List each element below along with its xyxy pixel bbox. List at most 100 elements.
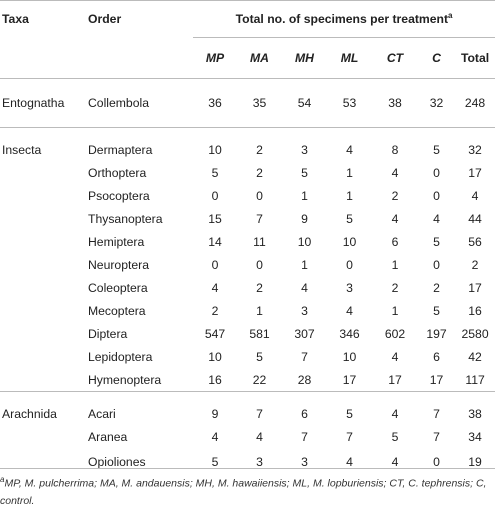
- value-cell: 2: [433, 280, 440, 295]
- value-cell: 4: [391, 455, 399, 469]
- order-cell: Coleoptera: [88, 280, 148, 295]
- value-cell: 8: [391, 143, 399, 157]
- value-cell: 15: [208, 211, 222, 226]
- value-cell: 547: [204, 326, 226, 341]
- value-cell: 53: [342, 96, 357, 110]
- value-cell: 10: [208, 349, 222, 364]
- value-cell: 10: [297, 234, 312, 249]
- value-cell: 581: [249, 326, 270, 341]
- value-cell: 1: [346, 188, 353, 203]
- value-cell: 0: [433, 188, 440, 203]
- order-cell: Lepidoptera: [88, 349, 153, 364]
- value-cell: 0: [433, 257, 440, 272]
- value-cell: 4: [391, 211, 399, 226]
- order-cell: Hymenoptera: [88, 372, 162, 387]
- table-row: Lepidoptera 10 5 7 10 4 6 42: [0, 345, 495, 368]
- table-row: Orthoptera 5 2 5 1 4 0 17: [0, 161, 495, 184]
- group-separator: [0, 127, 495, 128]
- value-cell: 38: [468, 407, 482, 421]
- header-row-1: Taxa Order Total no. of specimens per tr…: [0, 0, 495, 38]
- order-cell: Orthoptera: [88, 165, 147, 180]
- column-header: MP: [205, 51, 225, 65]
- value-cell: 4: [391, 407, 399, 421]
- value-cell: 10: [208, 143, 222, 157]
- value-cell: 4: [471, 188, 479, 203]
- value-cell: 4: [346, 455, 353, 469]
- value-cell: 56: [468, 234, 482, 249]
- value-cell: 3: [301, 303, 308, 318]
- value-cell: 2: [391, 188, 399, 203]
- group-separator: [0, 391, 495, 392]
- value-cell: 9: [301, 211, 308, 226]
- table-row: Psocoptera 0 0 1 1 2 0 4: [0, 184, 495, 207]
- value-cell: 6: [391, 234, 399, 249]
- value-cell: 32: [468, 143, 482, 157]
- value-cell: 2: [256, 143, 263, 157]
- column-header: MH: [295, 51, 314, 65]
- value-cell: 54: [297, 96, 312, 110]
- table-row: Mecoptera 2 1 3 4 1 5 16: [0, 299, 495, 322]
- value-cell: 0: [433, 165, 440, 180]
- value-cell: 5: [433, 303, 440, 318]
- header-row-2: MP MA MH ML CT C Total: [0, 38, 495, 79]
- taxa-cell: [0, 322, 88, 345]
- empty-header: [88, 38, 193, 79]
- value-cell: 5: [301, 165, 308, 180]
- table-row: Coleoptera 4 2 4 3 2 2 17: [0, 276, 495, 299]
- table-body: Entognatha Collembola 36 35 54 53 38 32 248 Insec…: [0, 79, 495, 477]
- value-cell: 11: [253, 234, 266, 249]
- taxa-cell: [0, 161, 88, 184]
- table-row: Opioliones 5 3 3 4 4 0 19: [0, 448, 495, 476]
- value-cell: 2: [211, 303, 219, 318]
- value-cell: 117: [465, 372, 485, 387]
- value-cell: 7: [433, 407, 440, 421]
- value-cell: 2: [471, 257, 479, 272]
- value-cell: 4: [211, 429, 219, 444]
- taxa-cell: Arachnida: [2, 407, 57, 421]
- order-cell: Aranea: [88, 429, 128, 444]
- value-cell: 10: [342, 234, 357, 249]
- value-cell: 16: [468, 303, 482, 318]
- order-cell: Diptera: [88, 326, 128, 341]
- value-cell: 7: [256, 211, 263, 226]
- value-cell: 602: [384, 326, 406, 341]
- value-cell: 17: [342, 372, 357, 387]
- value-cell: 3: [301, 455, 308, 469]
- value-cell: 3: [301, 143, 308, 157]
- footnote-text: MP, M. pulcherrima; MA, M. andauensis; M…: [0, 477, 487, 507]
- specimen-table: Taxa Order Total no. of specimens per tr…: [0, 0, 495, 477]
- column-header: C: [432, 51, 441, 65]
- value-cell: 4: [346, 143, 353, 157]
- value-cell: 2: [256, 280, 263, 295]
- value-cell: 4: [433, 211, 440, 226]
- value-cell: 5: [346, 211, 353, 226]
- value-cell: 9: [211, 407, 219, 421]
- value-cell: 2580: [461, 326, 489, 341]
- order-cell: Hemiptera: [88, 234, 145, 249]
- value-cell: 1: [301, 257, 308, 272]
- value-cell: 1: [391, 303, 399, 318]
- value-cell: 17: [468, 280, 482, 295]
- value-cell: 4: [256, 429, 263, 444]
- value-cell: 5: [346, 407, 353, 421]
- value-cell: 307: [294, 326, 315, 341]
- total-header-label: Total no. of specimens per treatment: [235, 12, 449, 27]
- taxa-cell: [0, 368, 88, 392]
- value-cell: 6: [301, 407, 308, 421]
- taxa-cell: [0, 207, 88, 230]
- order-cell: Thysanoptera: [88, 211, 163, 226]
- value-cell: 7: [346, 429, 353, 444]
- taxa-cell: Insecta: [2, 143, 42, 157]
- value-cell: 4: [346, 303, 353, 318]
- value-cell: 2: [256, 165, 263, 180]
- table-row: Hemiptera 14 11 10 10 6 5 56: [0, 230, 495, 253]
- value-cell: 44: [468, 211, 482, 226]
- value-cell: 34: [468, 429, 482, 444]
- value-cell: 14: [208, 234, 222, 249]
- value-cell: 28: [297, 372, 312, 387]
- column-header: MA: [250, 51, 269, 65]
- value-cell: 17: [388, 372, 402, 387]
- taxa-cell: [0, 276, 88, 299]
- taxa-cell: [0, 230, 88, 253]
- value-cell: 35: [252, 96, 267, 110]
